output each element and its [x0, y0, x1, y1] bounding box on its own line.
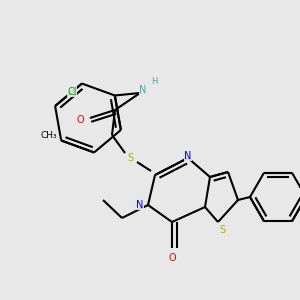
Text: N: N — [139, 85, 147, 95]
Text: O: O — [168, 253, 176, 263]
Text: N: N — [184, 151, 192, 161]
Text: H: H — [151, 76, 157, 85]
Text: O: O — [76, 115, 84, 125]
Text: S: S — [127, 153, 133, 163]
Text: CH₃: CH₃ — [41, 131, 58, 140]
Text: Cl: Cl — [67, 86, 77, 97]
Text: N: N — [136, 200, 144, 210]
Text: S: S — [219, 225, 225, 235]
